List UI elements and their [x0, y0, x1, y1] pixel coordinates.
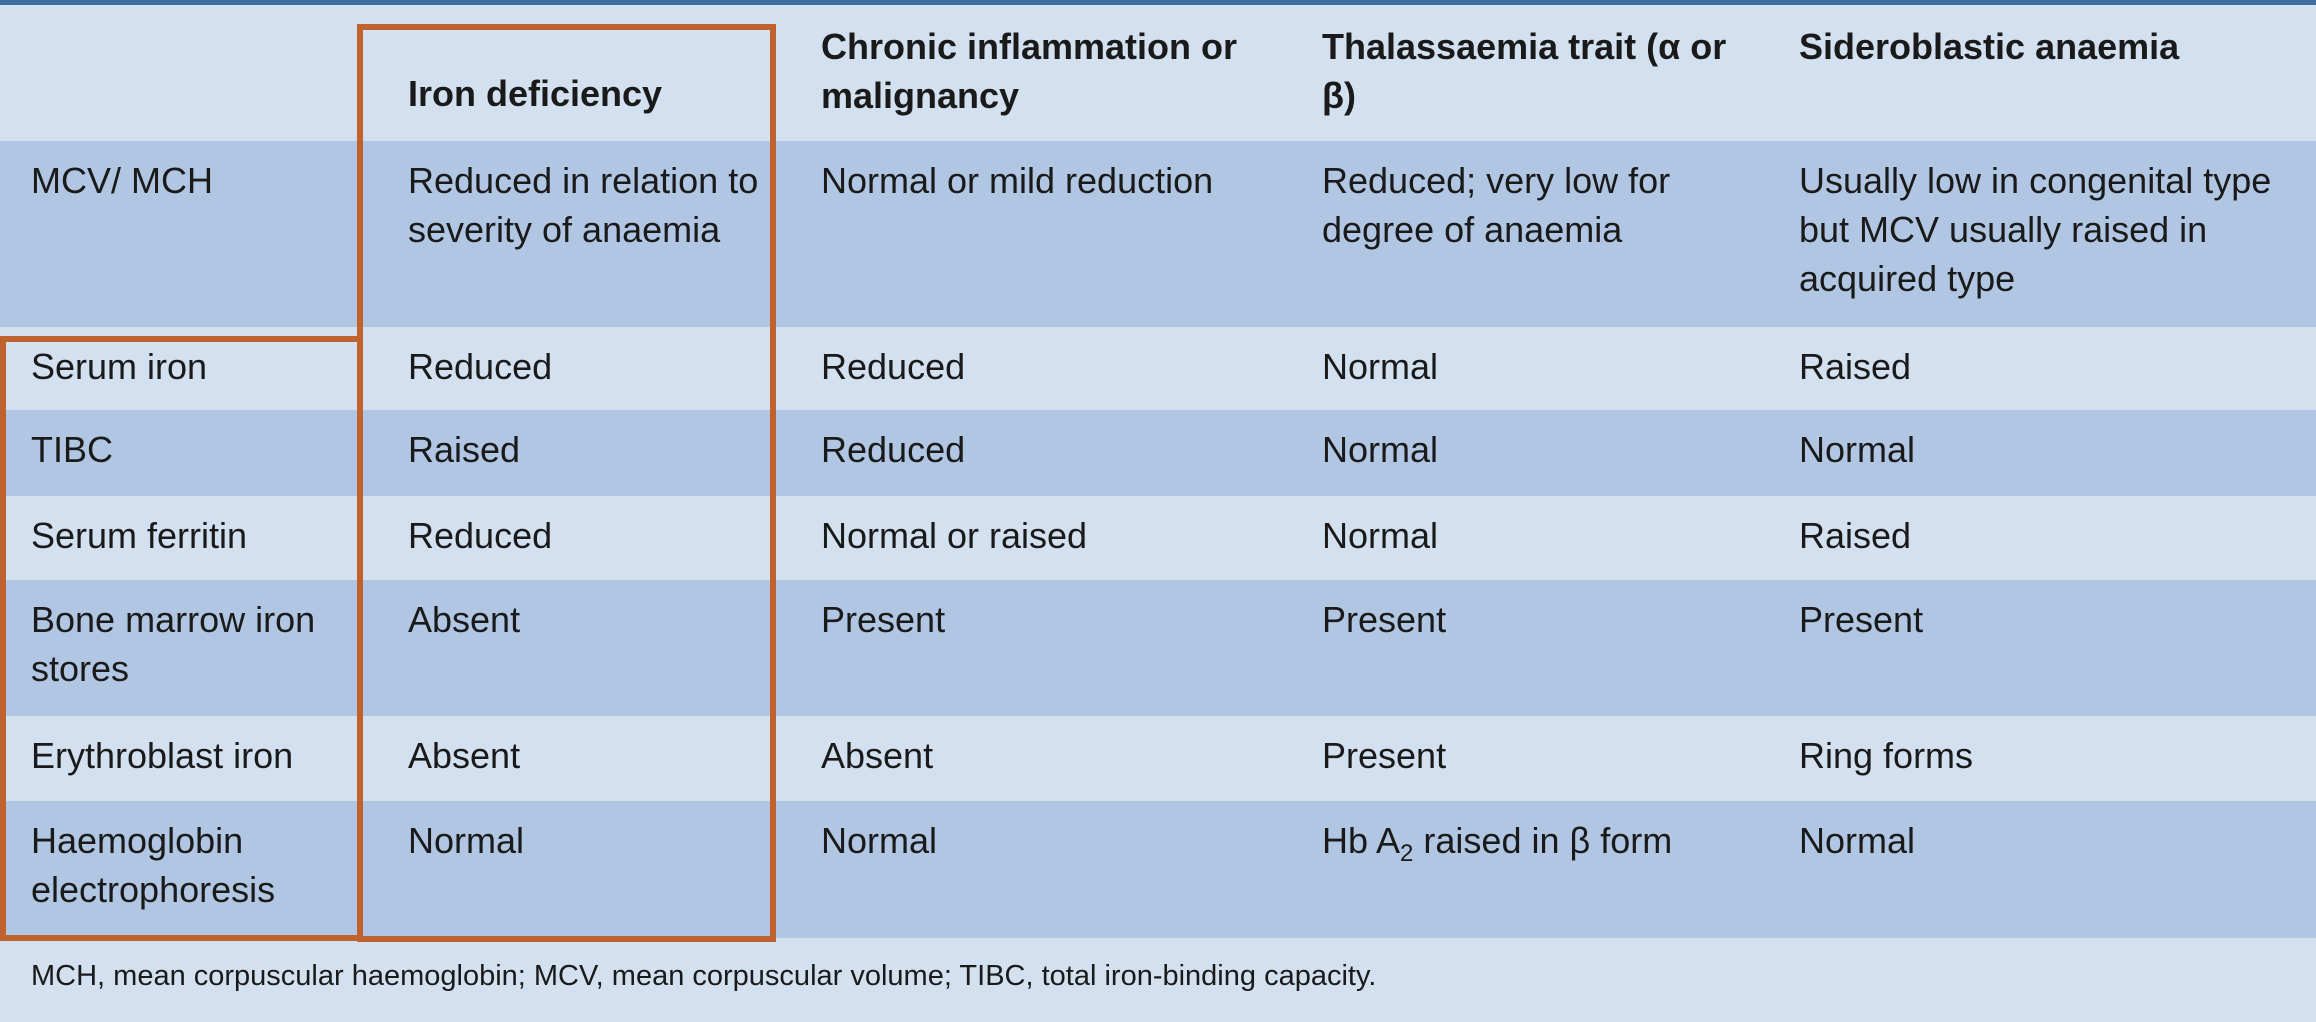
table-cell: Reduced [408, 515, 553, 556]
row-label: Erythroblast iron [31, 735, 294, 776]
table-cell: Absent [821, 735, 934, 776]
table-cell: Reduced [408, 346, 553, 387]
table-cell: Present [1799, 599, 1924, 640]
table-cell: Normal or raised [821, 515, 1088, 556]
header-thalassaemia-trait: Thalassaemia trait (α or β) [1322, 26, 1727, 116]
table-cell: Normal [1322, 429, 1439, 470]
header-chronic-inflammation: Chronic inflammation or malignancy [821, 26, 1238, 116]
row-label: Haemoglobin electrophoresis [31, 820, 276, 910]
table-cell: Usually low in congenital type but MCV u… [1799, 160, 2272, 299]
table-cell: Reduced; very low for degree of anaemia [1322, 160, 1671, 250]
anaemia-comparison-table: Iron deficiency Chronic inflammation or … [0, 5, 2316, 938]
row-label: Serum ferritin [31, 515, 248, 556]
table-cell: Absent [408, 735, 521, 776]
table-cell: Normal [1322, 346, 1439, 387]
table-row: Erythroblast iron Absent Absent Present … [0, 716, 2316, 801]
table-cell: Normal [1799, 820, 1916, 861]
table-cell: Normal or mild reduction [821, 160, 1214, 201]
table-row: TIBC Raised Reduced Normal Normal [0, 410, 2316, 496]
header-row: Iron deficiency Chronic inflammation or … [0, 5, 2316, 141]
table-row: Haemoglobin electrophoresis Normal Norma… [0, 801, 2316, 938]
header-iron-deficiency: Iron deficiency [408, 73, 663, 114]
table-cell: Present [1322, 599, 1447, 640]
table-cell: Reduced [821, 346, 966, 387]
hb-a2-cell: Hb A2 raised in β form [1275, 801, 1753, 938]
comparison-table-wrap: Iron deficiency Chronic inflammation or … [0, 5, 2316, 938]
row-label: Serum iron [31, 346, 208, 387]
table-cell: Normal [408, 820, 525, 861]
header-corner [0, 5, 359, 141]
table-row: Bone marrow iron stores Absent Present P… [0, 580, 2316, 716]
table-cell: Reduced [821, 429, 966, 470]
table-row: Serum iron Reduced Reduced Normal Raised [0, 327, 2316, 410]
footnote-text: MCH, mean corpuscular haemoglobin; MCV, … [31, 960, 1377, 992]
table-cell: Normal [1322, 515, 1439, 556]
header-sideroblastic-anaemia: Sideroblastic anaemia [1799, 26, 2180, 67]
table-cell: Reduced in relation to severity of anaem… [408, 160, 759, 250]
table-cell: Absent [408, 599, 521, 640]
row-label: TIBC [31, 429, 114, 470]
hb-a2-suffix: raised in β form [1413, 820, 1673, 861]
table-cell: Ring forms [1799, 735, 1974, 776]
hb-a2-subscript: 2 [1400, 840, 1414, 867]
table-cell: Raised [408, 429, 521, 470]
table-cell: Normal [1799, 429, 1916, 470]
row-label: MCV/ MCH [31, 160, 213, 201]
table-cell: Present [1322, 735, 1447, 776]
hb-a2-prefix: Hb A [1322, 820, 1401, 861]
table-cell: Present [821, 599, 946, 640]
table-row: Serum ferritin Reduced Normal or raised … [0, 496, 2316, 580]
table-cell: Raised [1799, 515, 1912, 556]
table-cell: Raised [1799, 346, 1912, 387]
table-cell: Normal [821, 820, 938, 861]
top-rule [0, 0, 2316, 5]
row-label: Bone marrow iron stores [31, 599, 316, 689]
table-row: MCV/ MCH Reduced in relation to severity… [0, 141, 2316, 327]
footnote-bar: MCH, mean corpuscular haemoglobin; MCV, … [0, 938, 2316, 1022]
